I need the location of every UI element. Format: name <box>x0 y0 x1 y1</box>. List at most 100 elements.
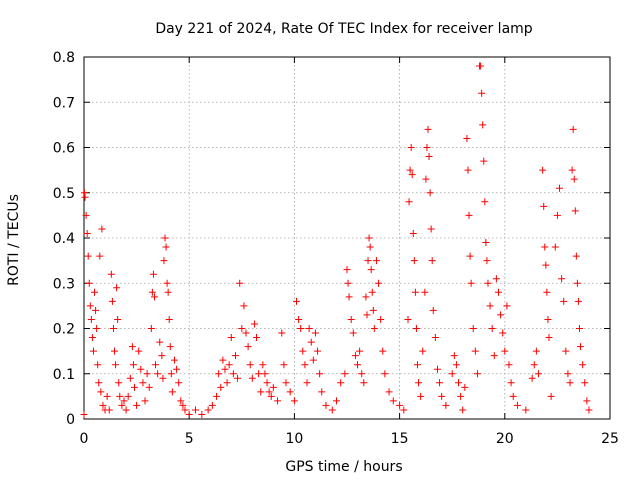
data-point <box>442 401 450 409</box>
data-point <box>154 370 162 378</box>
data-point <box>410 257 418 265</box>
data-point <box>130 383 138 391</box>
x-tick-label: 20 <box>496 431 514 447</box>
data-point <box>316 370 324 378</box>
data-point <box>295 315 303 323</box>
data-point <box>173 365 181 373</box>
data-point <box>452 361 460 369</box>
data-point <box>166 343 174 351</box>
data-point <box>429 306 437 314</box>
data-point <box>481 198 489 206</box>
data-point <box>120 397 128 405</box>
data-point <box>122 406 130 414</box>
data-point <box>356 347 364 355</box>
data-point <box>427 225 435 233</box>
data-point <box>257 388 265 396</box>
data-point <box>396 401 404 409</box>
data-point <box>118 401 126 409</box>
data-point <box>407 144 415 151</box>
data-point <box>413 361 421 369</box>
y-tick-label: 0.4 <box>53 231 75 247</box>
data-point <box>479 121 487 129</box>
data-point <box>358 370 366 378</box>
data-point <box>562 347 570 355</box>
data-point <box>149 270 157 278</box>
data-point <box>81 193 89 201</box>
x-tick-label: 0 <box>80 431 89 447</box>
data-point <box>465 211 473 219</box>
data-point <box>389 397 397 405</box>
data-point <box>137 365 145 373</box>
x-tick-label: 10 <box>285 431 303 447</box>
data-point <box>569 125 577 133</box>
data-point <box>129 361 137 369</box>
data-point <box>415 379 423 387</box>
data-point <box>412 325 420 332</box>
data-point <box>450 352 458 360</box>
data-point <box>411 288 419 296</box>
data-point <box>318 388 326 396</box>
data-point <box>345 293 353 301</box>
data-point <box>109 325 117 332</box>
data-points <box>80 62 593 418</box>
data-point <box>240 302 248 310</box>
data-point <box>509 392 517 400</box>
data-point <box>217 383 225 391</box>
grid <box>84 57 610 419</box>
data-point <box>406 166 414 174</box>
data-point <box>253 334 261 342</box>
data-point <box>385 388 393 396</box>
data-point <box>486 302 494 310</box>
data-point <box>574 297 582 305</box>
data-point <box>158 352 166 360</box>
data-point <box>278 329 286 337</box>
data-point <box>179 401 187 409</box>
data-point <box>372 257 380 265</box>
data-point <box>431 334 439 342</box>
data-point <box>337 379 345 387</box>
data-point <box>551 243 559 251</box>
data-point <box>362 293 370 301</box>
data-point <box>419 347 427 355</box>
data-point <box>80 189 88 197</box>
data-point <box>478 89 486 97</box>
data-point <box>571 207 579 215</box>
data-point <box>575 325 583 332</box>
y-tick-label: 0 <box>66 412 75 428</box>
y-tick-label: 0.2 <box>53 322 75 338</box>
data-point <box>269 383 277 391</box>
data-point <box>507 379 515 387</box>
data-point <box>573 279 581 287</box>
data-point <box>97 388 105 396</box>
data-point <box>141 397 149 405</box>
data-point <box>161 234 169 242</box>
data-point <box>568 166 576 174</box>
data-point <box>423 144 431 151</box>
data-point <box>497 311 505 319</box>
data-point <box>417 392 425 400</box>
data-point <box>483 257 491 265</box>
data-point <box>400 406 408 414</box>
data-point <box>309 356 317 364</box>
data-point <box>113 284 121 292</box>
data-point <box>364 257 372 265</box>
data-point <box>532 347 540 355</box>
data-point <box>261 370 269 378</box>
data-point <box>133 401 141 409</box>
data-point <box>579 361 587 369</box>
data-point <box>126 374 134 382</box>
data-point <box>255 370 263 378</box>
data-point <box>297 325 305 332</box>
x-axis-label: GPS time / hours <box>285 459 402 475</box>
data-point <box>223 379 231 387</box>
data-point <box>93 325 101 332</box>
data-point <box>577 343 585 351</box>
data-point <box>482 239 490 247</box>
data-point <box>560 297 568 305</box>
data-point <box>421 288 429 296</box>
data-point <box>424 125 432 133</box>
data-point <box>80 410 88 418</box>
y-tick-label: 0.6 <box>53 141 75 157</box>
data-point <box>165 315 173 323</box>
